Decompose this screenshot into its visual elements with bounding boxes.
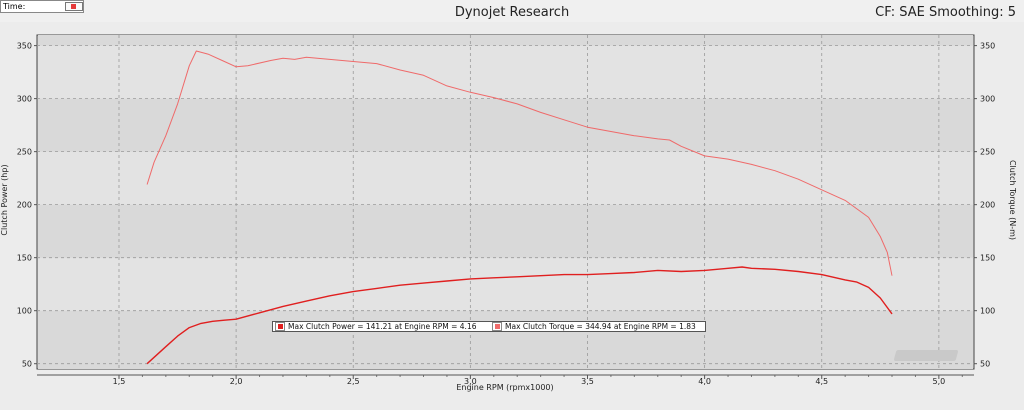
x-tick-label: 5,0 [932,377,945,386]
y-tick-label-left: 250 [17,148,32,157]
legend-swatch-power [275,322,285,331]
time-marker-icon [71,4,76,9]
y-tick-label-right: 150 [980,254,995,263]
y-tick-label-right: 300 [980,95,995,104]
legend-item-power: Max Clutch Power = 141.21 at Engine RPM … [275,322,477,331]
y-tick-label-right: 50 [980,360,990,369]
clutch-torque-line [146,50,893,276]
plot-band [38,204,973,258]
y-tick-label-right: 250 [980,148,995,157]
y-ticks: 50 100 150 200 250 300 350 50 100 150 200 250 300 350 [17,42,996,369]
y-axis-label-right: Clutch Torque (N-m) [1008,160,1017,240]
x-tick-label: 2,5 [347,377,360,386]
x-tick-label: 4,5 [815,377,828,386]
x-tick-label: 3,0 [464,377,477,386]
y-axis-label-left: Clutch Power (hp) [0,164,9,235]
y-tick-label-right: 100 [980,307,995,316]
plot-band [38,45,973,99]
time-dropdown-button[interactable] [65,2,83,11]
time-label: Time: [3,2,26,11]
grid-lines [37,35,974,369]
y-tick-label-left: 300 [17,95,32,104]
clutch-power-line [146,266,893,365]
x-tick-label: 4,0 [698,377,711,386]
y-tick-label-left: 200 [17,201,32,210]
y-tick-label-right: 350 [980,42,995,51]
plot-band [38,257,973,311]
x-tick-label: 2,0 [230,377,243,386]
series-group [146,50,893,365]
legend-text-torque: Max Clutch Torque = 344.94 at Engine RPM… [505,322,696,331]
time-control[interactable]: Time: [0,0,84,13]
y-tick-label-right: 200 [980,201,995,210]
x-axis-label: Engine RPM (rpmx1000) [456,383,553,392]
y-tick-label-left: 350 [17,42,32,51]
y-tick-label-left: 100 [17,307,32,316]
y-tick-label-left: 150 [17,254,32,263]
legend-item-torque: Max Clutch Torque = 344.94 at Engine RPM… [492,322,696,331]
dynojet-logo [893,350,959,361]
x-tick-label: 1,5 [113,377,126,386]
chart-legend: Max Clutch Power = 141.21 at Engine RPM … [272,321,706,332]
page-title: Dynojet Research [454,5,570,20]
plot-bands [38,35,973,369]
plot-band [38,98,973,152]
legend-text-power: Max Clutch Power = 141.21 at Engine RPM … [288,322,477,331]
plot-band [38,151,973,205]
x-tick-label: 3,5 [581,377,594,386]
plot-band [38,35,973,46]
plot-band [38,310,973,369]
y-tick-label-left: 50 [22,360,32,369]
legend-swatch-torque [492,322,502,331]
correction-factor-text: CF: SAE Smoothing: 5 [875,5,1016,20]
